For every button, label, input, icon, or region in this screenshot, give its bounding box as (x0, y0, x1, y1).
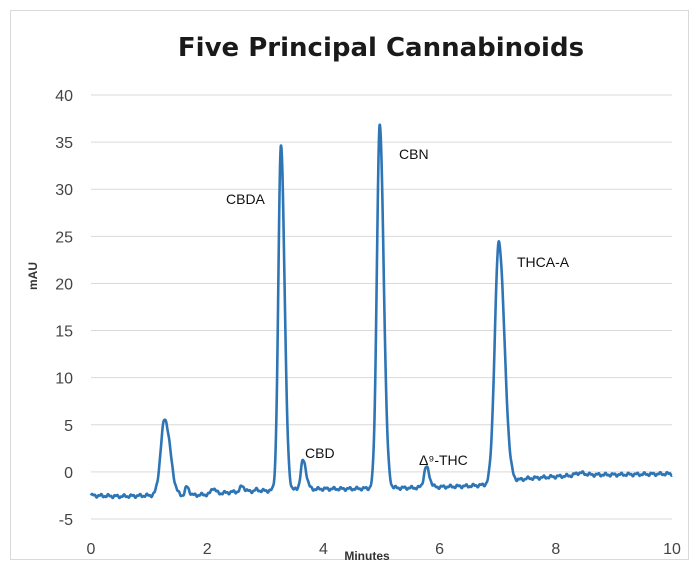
y-tick-label: 30 (55, 182, 73, 199)
chromatogram-chart: Five Principal Cannabinoids -50510152025… (26, 33, 681, 561)
y-axis-ticks: -5 0 5 10 15 20 25 30 35 40 (55, 88, 73, 529)
x-tick-label: 0 (87, 541, 96, 558)
x-tick-label: 2 (203, 541, 212, 558)
y-tick-label: 15 (55, 324, 73, 341)
y-tick-label: 20 (55, 276, 73, 293)
y-tick-label: 5 (64, 418, 73, 435)
x-tick-label: 10 (663, 541, 681, 558)
y-tick-label: -5 (59, 512, 73, 529)
peak-label-thc: Δ⁹-THC (419, 452, 468, 468)
y-axis-label: mAU (26, 262, 40, 290)
peak-label-cbn: CBN (399, 146, 429, 162)
chromatogram-trace (89, 123, 674, 500)
chart-frame: Five Principal Cannabinoids -5 0 5 10 15 20 25… (10, 10, 689, 561)
x-tick-label: 6 (435, 541, 444, 558)
x-tick-label: 8 (551, 541, 560, 558)
peak-label-cbda: CBDA (226, 191, 266, 207)
chart-title: Five Principal Cannabinoids (178, 33, 584, 63)
y-tick-label: 10 (55, 371, 73, 388)
x-axis-label: Minutes (344, 549, 390, 561)
peak-label-cbd: CBD (305, 445, 335, 461)
x-tick-label: 4 (319, 541, 328, 558)
x-axis-ticks: 0 2 4 6 8 10 (87, 541, 681, 558)
y-tick-label: 0 (64, 465, 73, 482)
y-tick-label: 35 (55, 135, 73, 152)
peak-label-thca: THCA-A (517, 254, 570, 270)
y-tick-label: 40 (55, 88, 73, 105)
y-tick-label: 25 (55, 229, 73, 246)
